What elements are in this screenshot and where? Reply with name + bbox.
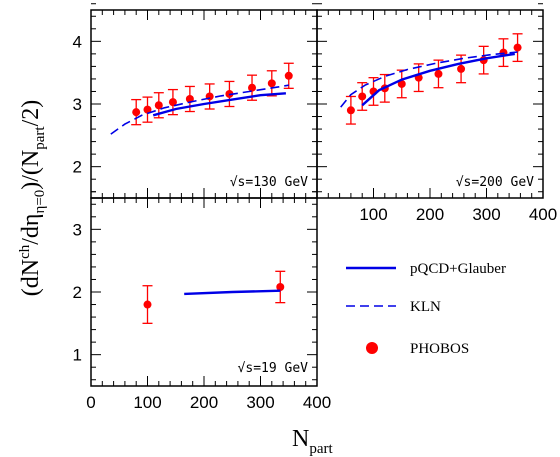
x-tick-label: 200 [190, 393, 218, 412]
y-axis-title-part2: /dη [18, 214, 44, 245]
y-tick-label: 1 [73, 346, 82, 365]
data-point [397, 79, 406, 88]
y-axis-title-sup1: ch [17, 244, 33, 259]
y-axis-title-part1: (dN [18, 259, 44, 296]
y-tick-label: 3 [73, 95, 82, 114]
data-point [457, 64, 466, 73]
panel-ticks [316, 3, 544, 198]
y-tick-label: 2 [73, 158, 82, 177]
legend-phobos-label: PHOBOS [410, 341, 469, 357]
x-tick-label: 200 [416, 205, 444, 224]
data-point [434, 69, 443, 78]
y-tick-label: 2 [73, 283, 82, 302]
x-tick-label: 300 [472, 205, 500, 224]
legend-kln-label: KLN [410, 299, 441, 315]
glauber-curve [361, 52, 515, 107]
x-axis-title: Npart [292, 426, 333, 457]
glauber-curve [184, 289, 281, 296]
energy-label: √s=200 GeV [456, 175, 534, 190]
legend-phobos-marker [366, 342, 378, 354]
y-axis-title-part4: /2) [18, 100, 44, 127]
y-tick-label: 4 [73, 32, 82, 51]
y-axis-title-part3: )/(N [18, 150, 44, 190]
data-point [358, 92, 367, 101]
kln-curve [340, 51, 518, 108]
data-point [248, 83, 257, 92]
panel-tick-labels: 0 100 200 300 400 1 2 3 [73, 220, 332, 412]
data-point [132, 108, 141, 117]
panel-plot [110, 62, 294, 135]
x-axis-title-main: N [292, 426, 309, 452]
panel-tick-labels: 100 200 300 400 [359, 205, 557, 224]
x-tick-label: 400 [529, 205, 557, 224]
energy-label: √s=19 GeV [238, 361, 309, 376]
data-point [513, 43, 522, 52]
legend: pQCD+Glauber KLN PHOBOS [346, 261, 506, 357]
x-tick-label: 300 [246, 393, 274, 412]
data-point [346, 106, 355, 115]
energy-label: √s=130 GeV [230, 175, 308, 190]
x-tick-label: 0 [86, 393, 95, 412]
y-tick-label: 3 [73, 220, 82, 239]
panel-top-right: 100 200 300 400 √s=200 GeV [316, 3, 557, 224]
data-point [267, 79, 276, 88]
x-axis-title-sub: part [309, 441, 333, 457]
data-point [143, 300, 152, 309]
panel-plot [340, 33, 523, 125]
kln-curve [110, 84, 289, 135]
panel-tick-labels: 2 3 4 [73, 32, 82, 176]
data-point [168, 98, 177, 107]
y-axis-title: (dNch/dηη=0)/(Npart/2) [17, 100, 48, 297]
data-point [143, 105, 152, 114]
data-point [154, 101, 163, 110]
legend-glauber-label: pQCD+Glauber [410, 261, 506, 277]
panel-ticks [90, 191, 318, 386]
panel-ticks [90, 3, 318, 198]
panel-top-left: 2 3 4 √s=130 GeV [73, 3, 318, 199]
data-point [284, 71, 293, 80]
panel-bottom-left: 0 100 200 300 400 1 2 3 √s=19 GeV [73, 191, 332, 412]
x-tick-label: 100 [359, 205, 387, 224]
x-tick-label: 400 [303, 393, 331, 412]
glauber-curve [152, 92, 286, 117]
y-axis-title-sub3: part [32, 126, 48, 150]
data-point [276, 282, 285, 291]
x-tick-label: 100 [133, 393, 161, 412]
y-axis-title-sub2: η=0 [32, 190, 48, 214]
panel-plot [142, 270, 286, 324]
